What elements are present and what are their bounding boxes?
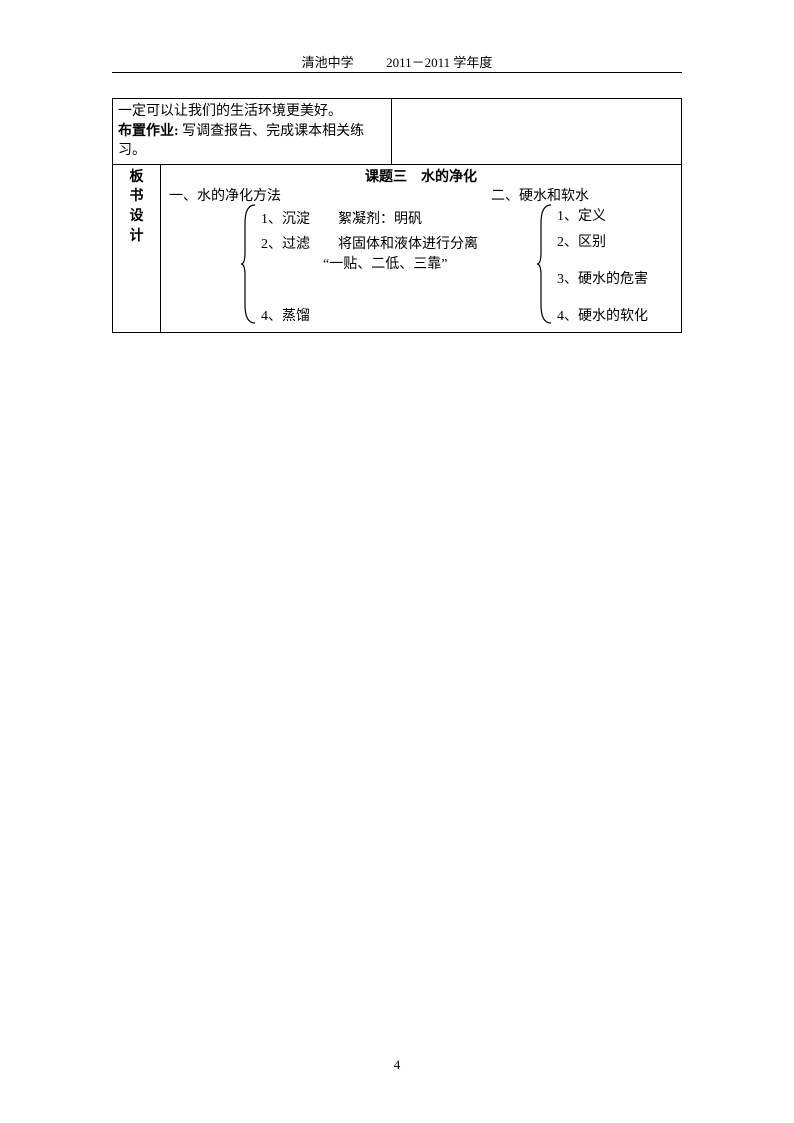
lesson-title: 课题三 水的净化 (161, 165, 681, 188)
board-content-cell: 课题三 水的净化 一、水的净化方法 二、硬水和软水 1、沉淀 絮凝剂：明矾 2、… (161, 164, 682, 332)
section2-item1: 1、定义 (557, 207, 606, 227)
page-header: 清池中学 2011－2011 学年度 (0, 52, 794, 71)
brace-left-icon (239, 203, 259, 325)
header-underline (112, 72, 682, 73)
section2-item2: 2、区别 (557, 233, 606, 253)
section2-item4: 4、硬水的软化 (557, 307, 648, 327)
section1-item2: 2、过滤 将固体和液体进行分离 (261, 235, 478, 255)
page-number: 4 (0, 1057, 794, 1073)
section1-header: 一、水的净化方法 (169, 187, 281, 207)
board-design-label: 板 书 设 计 (113, 164, 161, 332)
section1-item4: 4、蒸馏 (261, 307, 310, 327)
section1-item2b: “一贴、二低、三靠” (323, 255, 447, 275)
section1-item1: 1、沉淀 絮凝剂：明矾 (261, 210, 422, 230)
homework-label: 布置作业: (118, 124, 179, 139)
brace-right-icon (535, 203, 555, 325)
top-right-cell (392, 99, 682, 165)
section2-item3: 3、硬水的危害 (557, 270, 648, 290)
top-left-cell: 一定可以让我们的生活环境更美好。 布置作业: 写调查报告、完成课本相关练习。 (113, 99, 392, 165)
academic-year: 2011－2011 学年度 (386, 55, 492, 70)
lesson-plan-table: 一定可以让我们的生活环境更美好。 布置作业: 写调查报告、完成课本相关练习。 板… (112, 98, 682, 333)
conclusion-text: 一定可以让我们的生活环境更美好。 (118, 104, 342, 119)
school-name: 清池中学 (302, 55, 354, 70)
